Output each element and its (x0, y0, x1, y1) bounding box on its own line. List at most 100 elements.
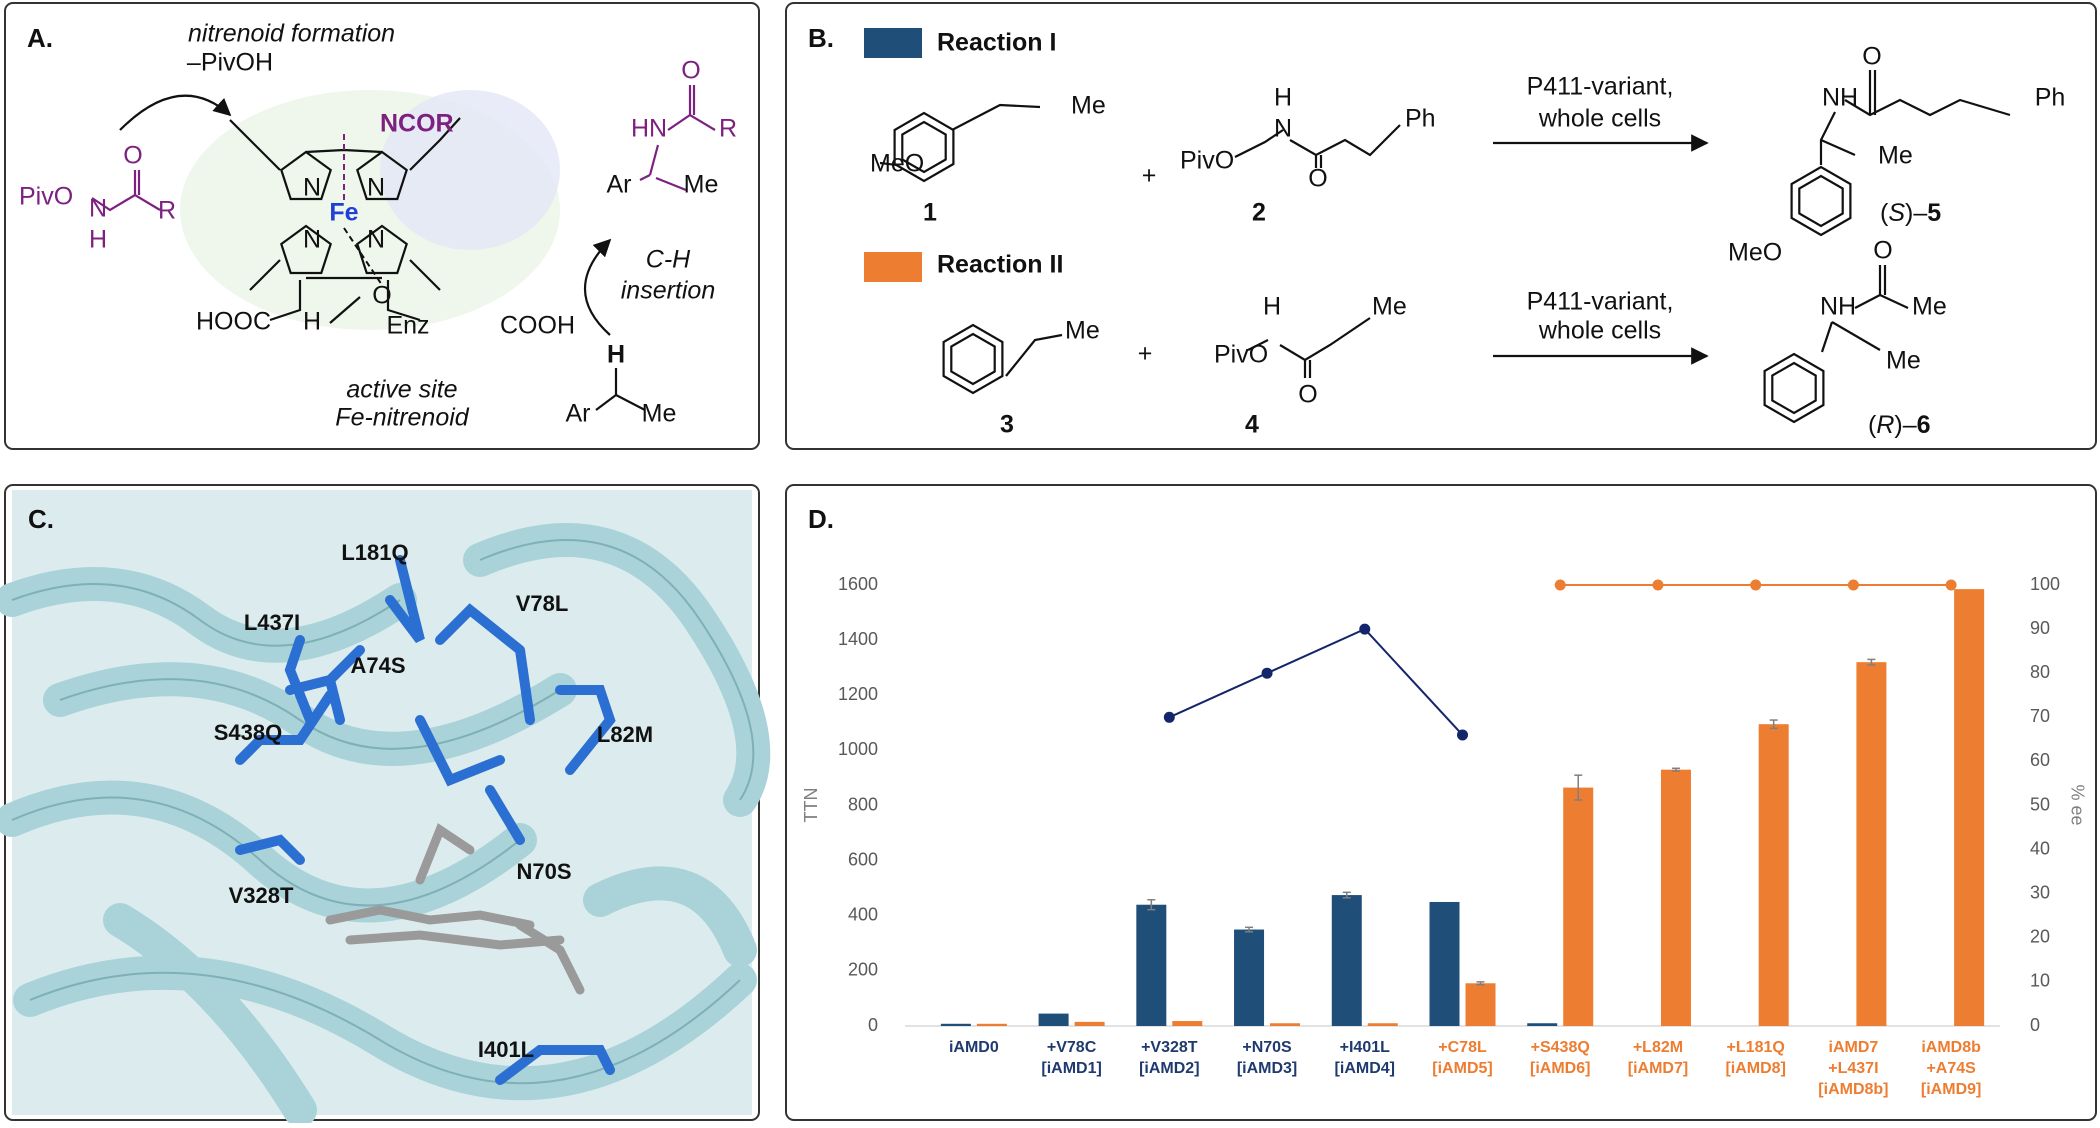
x-tick-label: iAMD7 (1829, 1039, 1879, 1056)
panel-c: C. L181Q V78L L437I A74S S438Q L82M N70S… (0, 490, 771, 1127)
atom: PivO (1214, 341, 1268, 369)
atom: O (1862, 43, 1881, 71)
y-tick-label: 1000 (838, 739, 878, 759)
bar (1074, 1021, 1105, 1026)
panel-label: C. (28, 504, 54, 534)
atom: MeO (1728, 239, 1782, 267)
bar (1429, 901, 1460, 1026)
y2-tick-label: 20 (2030, 927, 2050, 947)
pyrrole-ring (280, 224, 332, 275)
atom: Ar (607, 171, 632, 199)
protein-shadow (380, 90, 560, 250)
chart: 0 200 400 600 800 1000 1200 1400 1600 0 10 20 30 40 50… (801, 574, 2088, 1098)
y2-tick-label: 100 (2030, 574, 2060, 594)
y2-tick-label: 90 (2030, 618, 2050, 638)
atom: Me (1065, 317, 1100, 345)
ribbon-edge (11, 539, 755, 1085)
ee-point (1163, 711, 1175, 723)
atom: O (1308, 165, 1327, 193)
atom: Ph (2035, 84, 2066, 112)
atom: O (681, 57, 700, 85)
atom: PivO (19, 183, 73, 211)
x-tick-label: iAMD8b (1921, 1039, 1981, 1056)
x-tick-label: [iAMD7] (1628, 1060, 1688, 1077)
conditions: whole cells (1538, 317, 1661, 345)
atom: N (367, 226, 385, 254)
bar (1234, 929, 1265, 1026)
benzene-ring (893, 111, 955, 183)
panel-a: A. nitrenoid formation –PivOH PivO O N H… (19, 20, 737, 432)
panel-label: A. (27, 23, 53, 53)
residue-label: V328T (229, 883, 294, 908)
atom: Fe (329, 199, 358, 227)
bar (1465, 983, 1496, 1026)
bar (1856, 662, 1887, 1026)
pyrrole-ring (280, 150, 332, 201)
y-tick-label: 800 (848, 794, 878, 814)
bar (1660, 769, 1691, 1026)
bar (1331, 895, 1362, 1026)
y2-tick-label: 70 (2030, 706, 2050, 726)
atom: N (1272, 335, 1273, 337)
y-tick-label: 0 (868, 1015, 878, 1035)
bond (639, 85, 716, 192)
bond (1819, 70, 2011, 165)
bar (1563, 787, 1594, 1026)
bar (1367, 1023, 1398, 1026)
text: C-H (646, 246, 691, 274)
bar (1172, 1021, 1203, 1026)
atom: Me (642, 400, 677, 428)
atom: Me (1912, 293, 1947, 321)
atom: O (123, 142, 142, 170)
x-tick-label: iAMD0 (949, 1039, 999, 1056)
ee-point (1261, 667, 1273, 679)
atom: Ph (1405, 105, 1436, 133)
conditions: P411-variant, (1527, 288, 1674, 316)
x-tick-label: [iAMD4] (1335, 1060, 1395, 1077)
residue-stick (235, 555, 616, 1085)
compound-number: 1 (923, 199, 937, 227)
ee-point (1652, 579, 1664, 591)
bond (595, 368, 646, 411)
atom: Me (1886, 347, 1921, 375)
benzene-ring (1790, 165, 1852, 237)
atom: NH (1820, 293, 1856, 321)
atom: H (1274, 84, 1292, 112)
ee-line (1168, 627, 1464, 736)
y2-tick-label: 10 (2030, 971, 2050, 991)
x-tick-label: +V328T (1141, 1039, 1198, 1056)
text: S (1888, 199, 1905, 227)
benzene-ring-inner (1798, 174, 1844, 228)
arrow (583, 238, 612, 336)
bar (1270, 1023, 1301, 1026)
ee-point (1847, 579, 1859, 591)
y-tick-label: 1600 (838, 574, 878, 594)
text: 6 (1917, 411, 1931, 439)
atom: N (1274, 115, 1292, 143)
bond (229, 117, 461, 291)
x-tick-label: [iAMD3] (1237, 1060, 1297, 1077)
bond (1820, 265, 1909, 353)
atom: O (372, 282, 391, 310)
rings (893, 111, 1852, 424)
ee-point (1359, 623, 1371, 635)
conditions: P411-variant, (1527, 73, 1674, 101)
ee-point (1457, 729, 1468, 741)
text: –PivOH (187, 49, 273, 77)
legend-label: Reaction I (937, 29, 1056, 57)
atom: PivO (1180, 147, 1234, 175)
atom: NH (1822, 84, 1858, 112)
y2-tick-label: 40 (2030, 838, 2050, 858)
compound-number: 4 (1245, 411, 1259, 439)
x-tick-label: +V78C (1047, 1039, 1097, 1056)
conditions: whole cells (1538, 105, 1661, 133)
compound-number: 2 (1252, 199, 1266, 227)
atom: Me (1071, 92, 1106, 120)
porphyrin (229, 117, 461, 291)
benzene-ring-inner (1771, 361, 1817, 415)
x-tick-label: [iAMD8] (1725, 1060, 1785, 1077)
atom: H (303, 308, 321, 336)
compound-label: (S)–5 (1880, 199, 1941, 227)
y2-tick-label: 50 (2030, 794, 2050, 814)
atom: Me (1372, 293, 1407, 321)
